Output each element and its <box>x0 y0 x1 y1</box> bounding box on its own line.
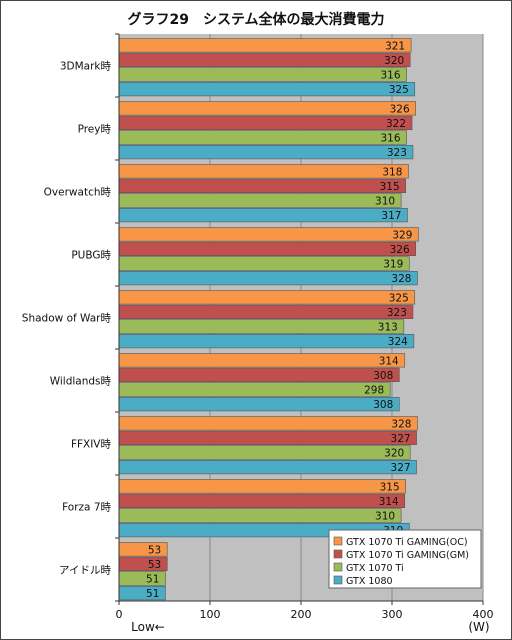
bar <box>118 304 414 320</box>
bar-value-label: 53 <box>148 544 161 556</box>
bar <box>118 130 407 145</box>
category-label: Wildlands時 <box>50 376 112 388</box>
bar-value-label: 310 <box>375 511 395 523</box>
bar-value-label: 320 <box>384 55 404 67</box>
x-tick-label: 200 <box>291 608 312 621</box>
bar-value-label: 328 <box>391 273 411 285</box>
legend-swatch <box>333 536 343 546</box>
legend-label: GTX 1070 Ti <box>346 563 404 574</box>
bar <box>118 396 400 412</box>
bar <box>118 416 418 431</box>
category-label: Forza 7時 <box>62 502 111 514</box>
bar-value-label: 319 <box>383 259 403 271</box>
bar-value-label: 328 <box>391 418 411 430</box>
bar <box>118 208 408 223</box>
bar <box>118 115 413 130</box>
bar <box>118 367 400 383</box>
bar <box>118 319 405 334</box>
bar-value-label: 327 <box>391 462 411 474</box>
category-label: 3DMark時 <box>60 61 112 73</box>
legend-label: GTX 1070 Ti GAMING(GM) <box>346 550 469 561</box>
bar <box>118 333 415 349</box>
bar-value-label: 324 <box>388 336 408 348</box>
bar-value-label: 326 <box>390 244 410 256</box>
bar <box>118 145 414 160</box>
category-label: アイドル時 <box>59 565 111 577</box>
bar <box>118 38 412 53</box>
bar <box>118 290 416 305</box>
bar-value-label: 326 <box>390 103 410 115</box>
bar <box>118 52 411 67</box>
x-tick-label: 400 <box>473 608 494 621</box>
bar-value-label: 329 <box>392 229 412 241</box>
low-label: Low← <box>131 620 165 634</box>
bar-value-label: 308 <box>373 370 393 382</box>
bar-value-label: 51 <box>146 588 159 600</box>
bar <box>118 164 409 179</box>
bar-value-label: 316 <box>381 70 401 82</box>
category-label: Overwatch時 <box>44 187 112 199</box>
bar <box>118 227 419 242</box>
bar-value-label: 314 <box>379 355 399 367</box>
category-label: PUBG時 <box>71 250 111 262</box>
bar-value-label: 308 <box>373 399 393 411</box>
bar-value-label: 315 <box>380 181 400 193</box>
bar <box>118 493 406 509</box>
x-tick-label: 300 <box>382 608 403 621</box>
bar-value-label: 323 <box>387 147 407 159</box>
bar-value-label: 310 <box>375 196 395 208</box>
legend-swatch <box>333 562 343 572</box>
bar <box>118 445 411 460</box>
bar-value-label: 313 <box>378 322 398 334</box>
bar-value-label: 325 <box>389 84 409 96</box>
category-label: Shadow of War時 <box>22 313 112 325</box>
bar <box>118 241 416 257</box>
chart-title: グラフ29 システム全体の最大消費電力 <box>127 12 385 28</box>
bar <box>118 430 417 446</box>
bar <box>118 508 402 523</box>
bar-value-label: 320 <box>384 448 404 460</box>
bar-value-label: 298 <box>364 385 384 397</box>
bar-value-label: 53 <box>148 559 161 571</box>
bar-value-label: 321 <box>385 40 405 52</box>
bar <box>118 382 391 397</box>
bar-value-label: 318 <box>382 166 402 178</box>
bar <box>118 459 417 475</box>
legend-swatch <box>333 549 343 559</box>
legend-label: GTX 1080 <box>346 576 393 587</box>
bar <box>118 178 406 194</box>
x-tick-label: 0 <box>116 608 123 621</box>
bar-value-label: 323 <box>387 307 407 319</box>
legend-label: GTX 1070 Ti GAMING(OC) <box>346 537 468 548</box>
legend-box <box>328 529 482 589</box>
bar <box>118 256 410 271</box>
x-tick-label: 100 <box>200 608 221 621</box>
bar-value-label: 325 <box>389 292 409 304</box>
unit-label: (W) <box>468 620 489 634</box>
bar <box>118 82 416 97</box>
bar <box>118 193 402 208</box>
bar <box>118 67 407 82</box>
category-label: Prey時 <box>78 124 112 136</box>
bar <box>118 479 406 494</box>
bar-value-label: 327 <box>391 433 411 445</box>
bar-value-label: 51 <box>146 574 159 586</box>
bar-value-label: 314 <box>379 496 399 508</box>
bar <box>118 270 418 286</box>
bar-value-label: 317 <box>381 210 401 222</box>
bar-value-label: 316 <box>381 133 401 145</box>
bar <box>118 101 416 116</box>
category-label: FFXIV時 <box>71 439 112 451</box>
legend-swatch <box>333 575 343 585</box>
bar-value-label: 322 <box>386 118 406 130</box>
bar <box>118 353 406 368</box>
bar-value-label: 315 <box>380 481 400 493</box>
